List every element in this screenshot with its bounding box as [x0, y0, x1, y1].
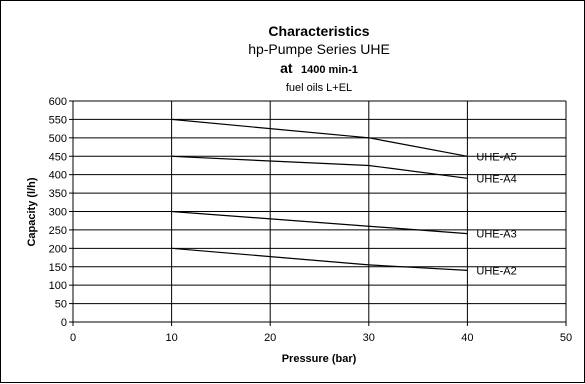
- x-tick-label: 20: [264, 332, 276, 344]
- series-line-uhe-a5: [171, 118, 468, 157]
- y-tick-label: 400: [49, 170, 67, 182]
- y-tick-label: 200: [49, 243, 67, 255]
- speed-prefix: at: [280, 60, 293, 76]
- y-tick-label: 100: [49, 280, 67, 292]
- series-label-uhe-a4: UHE-A4: [476, 173, 516, 185]
- y-tick-label: 550: [49, 114, 67, 126]
- series-line-uhe-a4: [171, 155, 468, 179]
- series-label-uhe-a5: UHE-A5: [476, 151, 516, 163]
- x-tick-label: 0: [70, 332, 76, 344]
- x-tick-label: 10: [165, 332, 177, 344]
- x-tick-label: 30: [363, 332, 375, 344]
- series-label-uhe-a3: UHE-A3: [476, 229, 516, 241]
- series-line-uhe-a2: [171, 247, 468, 271]
- plot-area: 0 50 100 150 200 250 300 350 400 450 500 550 600 0 10 2…: [49, 96, 572, 344]
- speed-value: 1400 min-1: [301, 64, 358, 76]
- chart-subtitle-speed: at 1400 min-1: [280, 60, 358, 77]
- y-tick-label: 500: [49, 133, 67, 145]
- y-tick-label: 350: [49, 188, 67, 200]
- x-tick-label: 50: [560, 332, 572, 344]
- series-line-uhe-a3: [171, 210, 468, 235]
- y-tick-label: 150: [49, 262, 67, 274]
- y-axis-label: Capacity (l/h): [26, 177, 38, 246]
- y-tick-label: 450: [49, 151, 67, 163]
- y-tick-label: 600: [49, 96, 67, 108]
- x-tick-label: 40: [461, 332, 473, 344]
- series-label-uhe-a2: UHE-A2: [476, 265, 516, 277]
- y-tick-label: 0: [61, 317, 67, 329]
- chart-title: Characteristics: [268, 23, 369, 39]
- y-tick-label: 300: [49, 207, 67, 219]
- y-tick-label: 250: [49, 225, 67, 237]
- chart-subtitle-series: hp-Pumpe Series UHE: [248, 41, 390, 57]
- chart-subtitle-fuel: fuel oils L+EL: [286, 82, 352, 94]
- x-axis-label: Pressure (bar): [282, 353, 357, 365]
- y-tick-label: 50: [55, 299, 67, 311]
